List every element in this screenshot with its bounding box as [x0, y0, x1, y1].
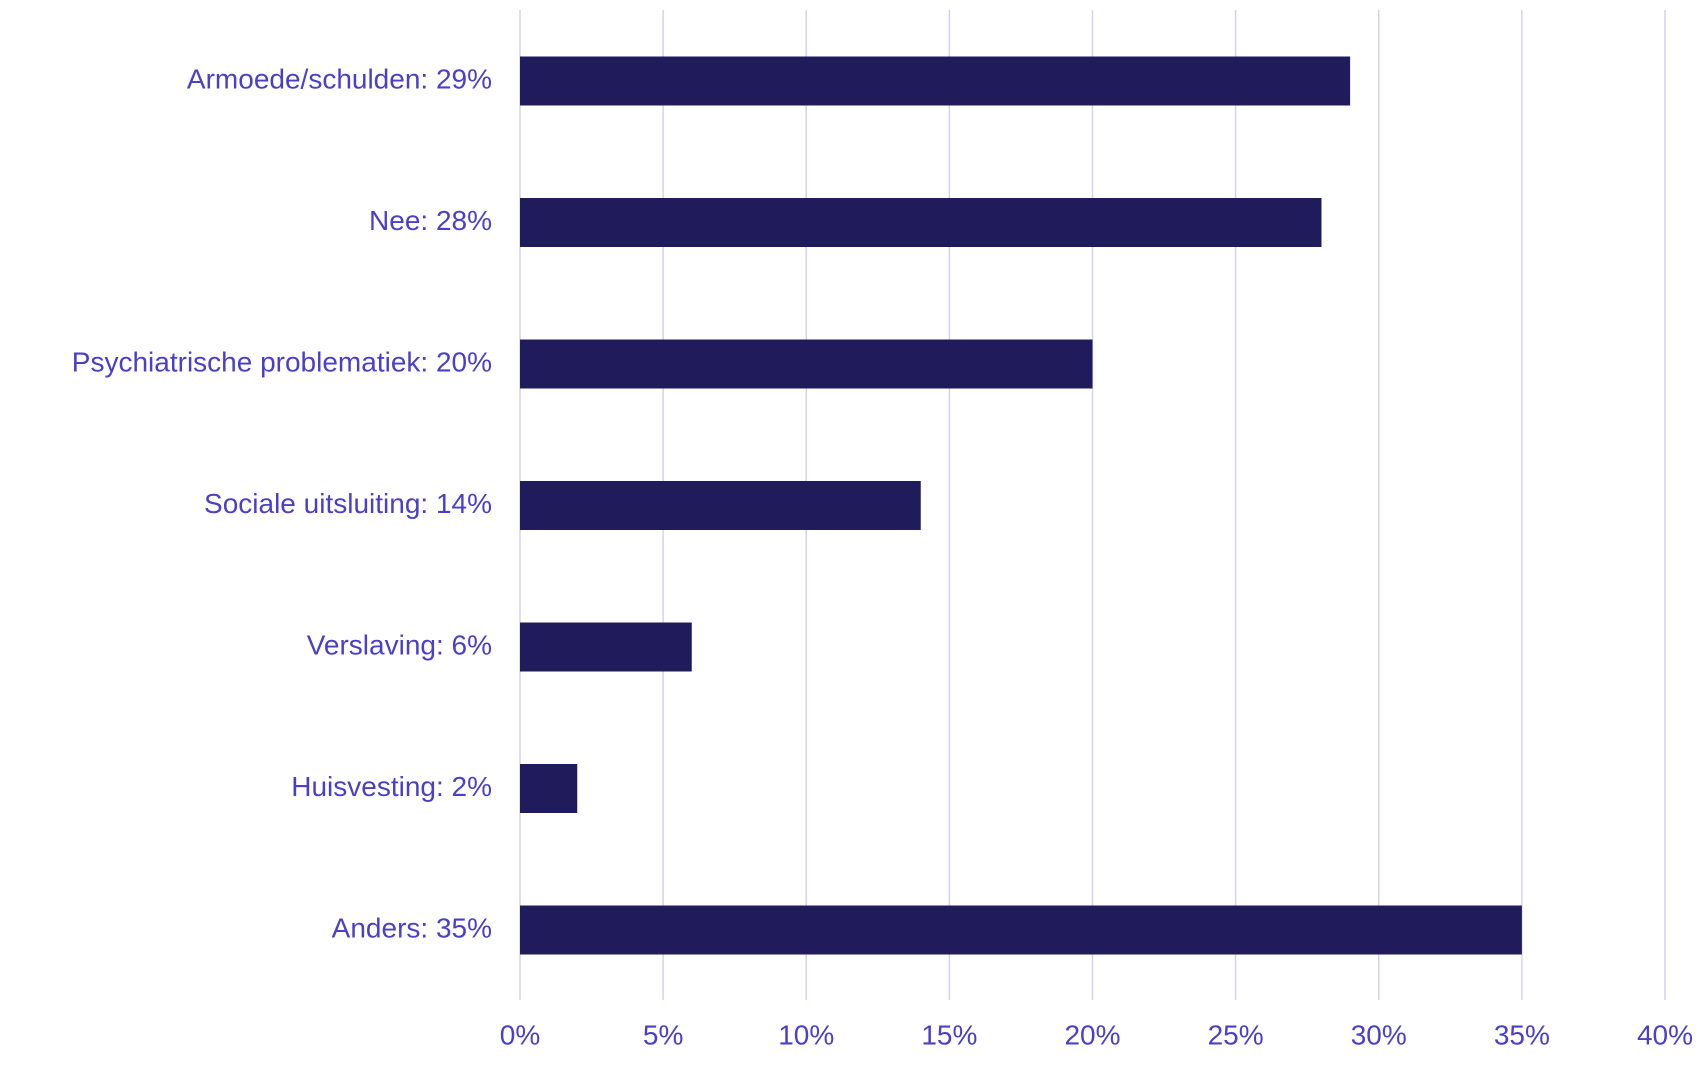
bar: [520, 339, 1093, 389]
y-tick-label: Sociale uitsluiting: 14%: [204, 488, 492, 519]
y-tick-label: Huisvesting: 2%: [291, 771, 492, 802]
bar: [520, 764, 578, 813]
x-tick-label: 5%: [643, 1019, 683, 1050]
x-tick-label: 20%: [1064, 1019, 1120, 1050]
bar: [520, 622, 692, 672]
bar: [520, 56, 1351, 106]
bar: [520, 905, 1522, 955]
y-tick-label: Anders: 35%: [332, 912, 492, 943]
x-tick-label: 40%: [1637, 1019, 1693, 1050]
x-tick-label: 15%: [921, 1019, 977, 1050]
y-tick-label: Nee: 28%: [369, 205, 492, 236]
y-tick-label: Armoede/schulden: 29%: [187, 63, 492, 94]
bar: [520, 481, 921, 530]
x-tick-label: 0%: [500, 1019, 540, 1050]
y-tick-label: Verslaving: 6%: [307, 629, 492, 660]
bar: [520, 198, 1322, 247]
y-tick-label: Psychiatrische problematiek: 20%: [72, 346, 492, 377]
x-tick-label: 30%: [1351, 1019, 1407, 1050]
x-tick-label: 10%: [778, 1019, 834, 1050]
x-tick-label: 25%: [1208, 1019, 1264, 1050]
x-tick-label: 35%: [1494, 1019, 1550, 1050]
